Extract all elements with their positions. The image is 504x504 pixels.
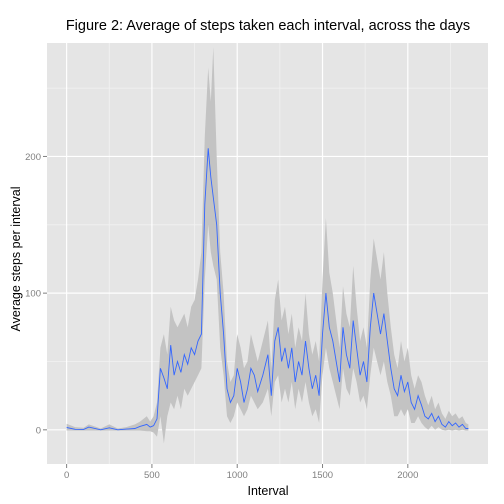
confidence-ribbon (66, 47, 469, 444)
y-tick-label: 100 (25, 289, 41, 300)
axis-ticks (43, 155, 409, 468)
x-axis-title: Interval (248, 484, 289, 498)
x-tick-label: 2000 (397, 470, 418, 481)
y-tick-label: 200 (25, 152, 41, 163)
series-line (66, 148, 469, 431)
x-tick-label: 0 (64, 470, 69, 481)
chart-title: Figure 2: Average of steps taken each in… (66, 18, 470, 34)
x-tick-label: 1500 (312, 470, 333, 481)
x-tick-label: 1000 (227, 470, 248, 481)
y-axis-title: Average steps per interval (9, 187, 23, 332)
y-tick-label: 0 (36, 425, 41, 436)
axis-tick-labels: 0 500 1000 1500 2000 0 100 200 (25, 152, 418, 481)
x-tick-label: 500 (144, 470, 160, 481)
